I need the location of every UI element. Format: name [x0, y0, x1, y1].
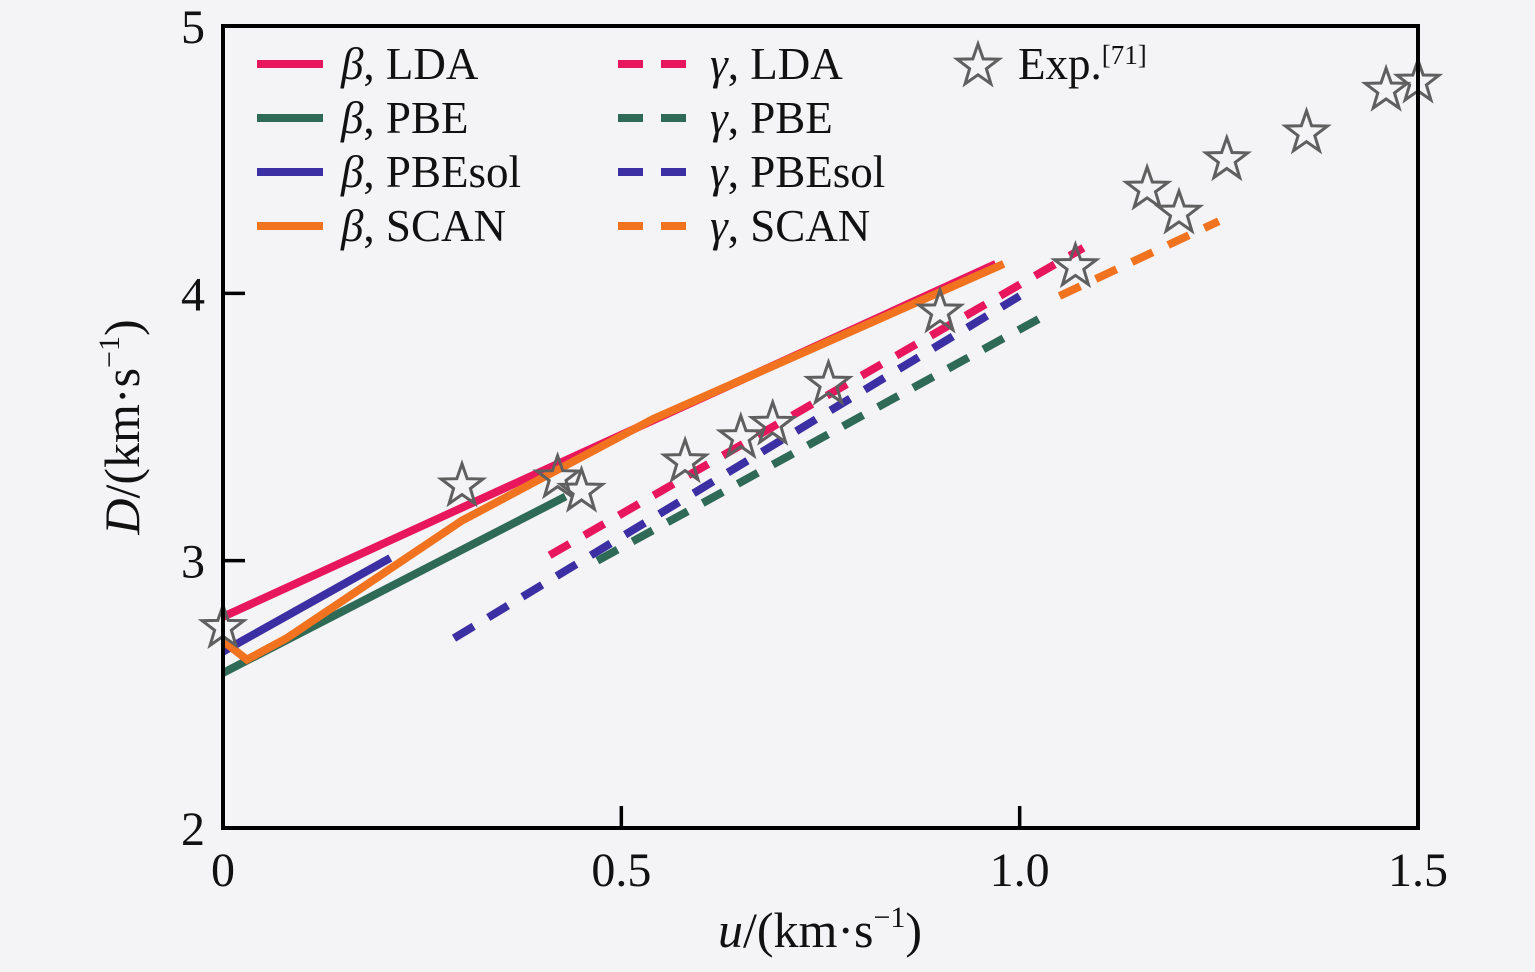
- legend-dash: [661, 168, 686, 176]
- x-axis-unit-exponent: −1: [873, 901, 906, 935]
- legend-entry-gamma-scan: γ, SCAN: [618, 199, 885, 253]
- legend-entry-label: β, PBE: [341, 93, 469, 143]
- legend-entry-label: β, SCAN: [341, 201, 506, 251]
- legend-dash: [661, 222, 686, 230]
- exp-star-marker: [803, 357, 854, 406]
- phase-symbol: γ: [710, 93, 728, 143]
- legend-entry-label: γ, PBEsol: [710, 147, 886, 197]
- y-axis-title: D/(km·s−1): [93, 319, 151, 534]
- series-line-beta-pbesol: [221, 554, 393, 656]
- legend-entry-beta-lda: β, LDA: [257, 37, 521, 91]
- legend-dash: [618, 114, 643, 122]
- phase-symbol: β: [341, 147, 364, 197]
- legend-dashed-line-swatch: [618, 60, 686, 68]
- x-axis-variable: u: [717, 902, 743, 958]
- legend-entry-beta-pbe: β, PBE: [257, 91, 521, 145]
- exp-star-marker: [715, 411, 767, 460]
- legend-entry-beta-scan: β, SCAN: [257, 199, 521, 253]
- legend-dash: [618, 168, 643, 176]
- phase-symbol: β: [341, 39, 364, 89]
- legend-entry-exp: Exp.[71]: [952, 37, 1147, 91]
- legend-entry-label: γ, LDA: [710, 39, 843, 89]
- legend-solid-line-swatch: [257, 114, 323, 122]
- phase-symbol: β: [341, 201, 364, 251]
- legend-column-gamma: γ, LDA γ, PBE γ, PBEsol γ, SCAN: [618, 37, 885, 253]
- legend-entry-gamma-lda: γ, LDA: [618, 37, 885, 91]
- exp-star-marker: [1201, 133, 1253, 182]
- exp-star-marker: [914, 285, 966, 334]
- phase-symbol: γ: [710, 201, 728, 251]
- y-axis-unit: /(km·s: [94, 367, 150, 499]
- legend-entry-label: β, PBEsol: [341, 147, 521, 197]
- y-tick-label: 5: [181, 1, 205, 54]
- legend-dashed-line-swatch: [618, 222, 686, 230]
- exp-star-marker: [1050, 240, 1101, 289]
- legend-dash: [618, 60, 643, 68]
- exp-star-marker: [532, 451, 583, 500]
- legend-dashed-line-swatch: [618, 168, 686, 176]
- exp-star-glyph: [952, 39, 1004, 88]
- y-axis-variable: D: [94, 498, 150, 535]
- legend-entry-label: γ, SCAN: [710, 201, 871, 251]
- legend-solid-line-swatch: [257, 222, 323, 230]
- exp-star-marker: [556, 464, 607, 513]
- phase-symbol: γ: [710, 39, 728, 89]
- series-line-gamma-lda: [547, 244, 1086, 559]
- legend-exp-label: Exp.[71]: [1018, 39, 1147, 89]
- exp-star-marker: [1153, 186, 1205, 235]
- y-tick-label: 2: [181, 803, 205, 856]
- exp-star-marker: [1360, 63, 1412, 112]
- exp-star-icon: [952, 39, 1004, 88]
- legend-entry-gamma-pbe: γ, PBE: [618, 91, 885, 145]
- legend-solid-line-swatch: [257, 168, 323, 176]
- series-line-gamma-pbe: [595, 308, 1054, 565]
- series-line-gamma-scan: [1057, 217, 1221, 300]
- legend-entry-gamma-pbesol: γ, PBEsol: [618, 145, 885, 199]
- x-tick-label: 1.0: [990, 844, 1050, 897]
- y-axis-unit-close: ): [94, 319, 150, 337]
- exp-star-marker: [1281, 106, 1332, 155]
- phase-symbol: γ: [710, 147, 728, 197]
- phase-symbol: β: [341, 93, 364, 143]
- legend-exp-reference: [71]: [1101, 40, 1147, 70]
- legend-entry-label: β, LDA: [341, 39, 479, 89]
- y-tick-label: 3: [181, 536, 205, 589]
- series-line-gamma-pbesol: [451, 292, 1022, 642]
- y-tick-label: 4: [181, 268, 205, 321]
- x-axis-title: u/(km·s−1): [420, 901, 1220, 959]
- x-tick-label: 0.5: [591, 844, 651, 897]
- exp-star-marker: [747, 397, 798, 446]
- legend-dash: [618, 222, 643, 230]
- exp-star-marker: [436, 459, 488, 508]
- x-tick-label: 0: [211, 844, 235, 897]
- y-axis-unit-exponent: −1: [93, 336, 127, 368]
- legend-column-beta: β, LDA β, PBE β, PBEsol β, SCAN: [257, 37, 521, 253]
- x-axis-unit: /(km·s: [742, 902, 874, 958]
- plot-frame: [221, 24, 1420, 830]
- x-axis-unit-close: ): [905, 902, 923, 958]
- legend-entry-label: γ, PBE: [710, 93, 833, 143]
- legend-solid-line-swatch: [257, 60, 323, 68]
- exp-star-marker: [659, 435, 711, 484]
- legend-entry-beta-pbesol: β, PBEsol: [257, 145, 521, 199]
- legend-dash: [661, 60, 686, 68]
- series-line-beta-scan: [220, 260, 1006, 665]
- exp-star-marker: [1121, 162, 1173, 211]
- x-tick-label: 1.5: [1388, 844, 1448, 897]
- legend-dashed-line-swatch: [618, 114, 686, 122]
- legend-dash: [661, 114, 686, 122]
